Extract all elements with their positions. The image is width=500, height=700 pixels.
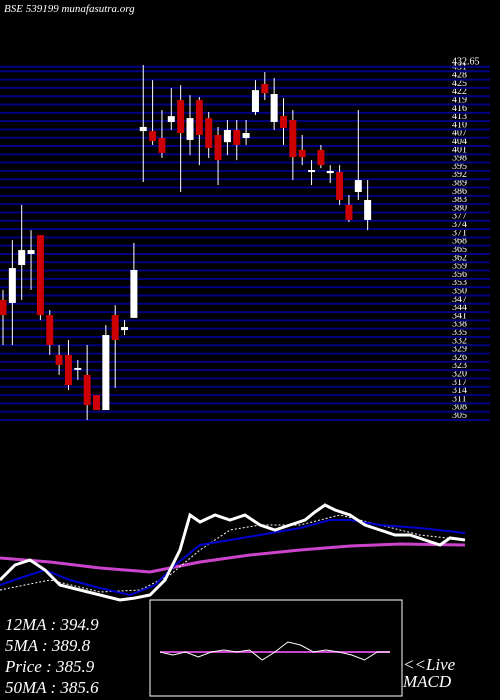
y-tick-label: 305: [452, 410, 467, 421]
candle-body: [139, 126, 147, 132]
y-tick-label: 341: [452, 310, 467, 321]
candle-body: [158, 137, 166, 153]
y-tick-label: 419: [452, 95, 467, 106]
candle-body: [102, 335, 110, 411]
y-tick-label: 338: [452, 319, 467, 330]
annotation: 5MA : 389.8: [5, 636, 91, 655]
y-tick-label: 398: [452, 153, 467, 164]
y-tick-label: 335: [452, 327, 467, 338]
candle-body: [111, 315, 119, 341]
candle-body: [354, 180, 362, 192]
y-tick-label: 332: [452, 335, 467, 346]
candle-body: [167, 116, 175, 122]
y-tick-label: 383: [452, 194, 467, 205]
candle-body: [345, 204, 353, 220]
candle-body: [46, 315, 54, 346]
indicator-line: [159, 641, 390, 661]
candle-body: [18, 250, 26, 266]
annotation: 50MA : 385.6: [5, 678, 99, 697]
candle-body: [233, 129, 241, 145]
y-tick-label: 380: [452, 202, 467, 213]
y-tick-label: 311: [452, 393, 467, 404]
candle-body: [93, 395, 100, 411]
candle-body: [186, 118, 194, 140]
candle-body: [177, 100, 185, 134]
y-tick-label: 365: [452, 244, 467, 255]
y-tick-label: 416: [452, 103, 467, 114]
candle-body: [298, 149, 306, 158]
candle-body: [36, 235, 44, 316]
candle-body: [308, 170, 316, 173]
annotation: 12MA : 394.9: [5, 615, 99, 634]
candle-body: [195, 100, 203, 135]
chart-title: BSE 539199 munafasutra.org: [4, 3, 135, 15]
y-tick-label: 320: [452, 368, 467, 379]
candle-body: [205, 118, 213, 148]
y-tick-label: 389: [452, 178, 467, 189]
candle-body: [83, 374, 91, 406]
y-tick-label: 425: [452, 78, 467, 89]
y-tick-label: 368: [452, 236, 467, 247]
y-tick-label: 353: [452, 277, 467, 288]
y-tick-label: 326: [452, 352, 467, 363]
y-tick-label: 374: [452, 219, 467, 230]
y-tick-label: 356: [452, 269, 467, 280]
annotation: MACD: [402, 672, 452, 691]
y-tick-label: 350: [452, 285, 467, 296]
y-tick-label: 413: [452, 111, 467, 122]
candle-body: [74, 367, 82, 370]
candle-body: [130, 270, 138, 318]
candle-body: [270, 93, 278, 122]
indicator-line: [0, 542, 466, 574]
y-tick-label: 359: [452, 261, 467, 272]
candle-body: [149, 131, 157, 142]
candle-body: [8, 268, 16, 303]
y-tick-label: 407: [452, 128, 467, 139]
candle-body: [251, 90, 259, 112]
y-tick-label: 323: [452, 360, 467, 371]
annotation: Price : 385.9: [4, 657, 95, 676]
y-tick-label: 362: [452, 252, 467, 263]
y-tick-label: 329: [452, 344, 467, 355]
y-tick-label: 317: [452, 377, 467, 388]
y-tick-label: 347: [452, 294, 467, 305]
candle-body: [364, 199, 372, 220]
annotation: <<Live: [403, 655, 456, 674]
y-tick-label: 371: [452, 227, 467, 238]
candle-body: [64, 354, 72, 386]
y-tick-label: 377: [452, 211, 467, 222]
candle-body: [242, 133, 250, 138]
y-tick-label: 401: [452, 144, 467, 155]
y-tick-label: 308: [452, 402, 467, 413]
candle-body: [0, 299, 7, 316]
candle-body: [280, 116, 287, 129]
y-tick-label: 344: [452, 302, 467, 313]
y-tick-label: 404: [452, 136, 467, 147]
y-tick-label: 314: [452, 385, 467, 396]
candle-body: [317, 149, 325, 166]
candle-body: [121, 327, 129, 331]
y-tick-label: 395: [452, 161, 467, 172]
y-tick-label: 432.65: [452, 57, 480, 68]
y-tick-label: 410: [452, 119, 467, 130]
candle-body: [326, 170, 334, 174]
y-tick-label: 428: [452, 70, 467, 81]
candle-body: [27, 250, 35, 254]
candle-body: [223, 129, 231, 143]
indicator-line: [0, 503, 466, 602]
y-tick-label: 392: [452, 169, 467, 180]
macd-frame: [149, 599, 403, 697]
y-tick-label: 386: [452, 186, 467, 197]
candle-body: [336, 172, 344, 200]
y-tick-label: 422: [452, 86, 467, 97]
candle-body: [261, 84, 269, 94]
candle-body: [214, 134, 222, 161]
candle-body: [289, 120, 297, 158]
candle-body: [55, 354, 63, 365]
